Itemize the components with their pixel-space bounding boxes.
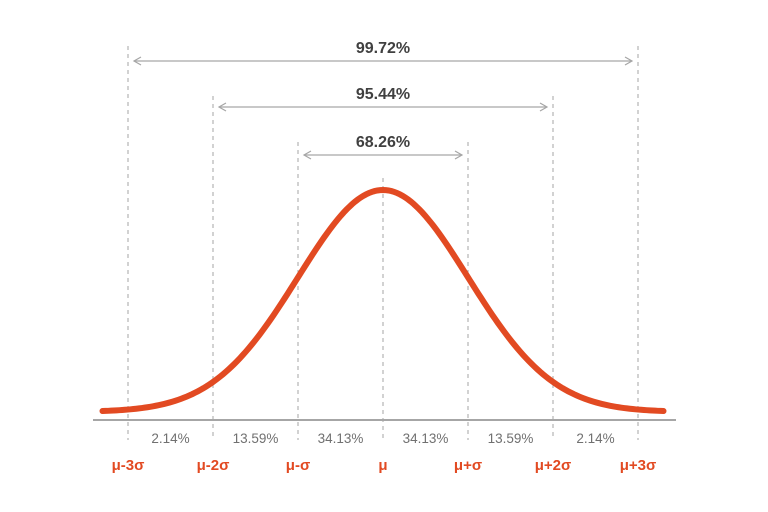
sigma-label: μ+2σ — [535, 457, 572, 474]
sigma-label: μ+3σ — [620, 457, 657, 474]
span-arrow-right — [539, 102, 549, 112]
interval-percentage: 2.14% — [576, 431, 614, 446]
span-label: 99.72% — [356, 40, 410, 57]
span-label: 68.26% — [356, 134, 410, 151]
sigma-labels: μ-3σ μ-2σ μ-σ μ μ+σ μ+2σ μ+3σ — [112, 457, 657, 474]
interval-percentage: 34.13% — [403, 431, 449, 446]
sigma-label: μ-2σ — [197, 457, 230, 474]
interval-percentage: 13.59% — [233, 431, 279, 446]
sigma-guide-lines — [127, 46, 639, 440]
span-arrow-right — [624, 56, 634, 66]
span-label: 95.44% — [356, 86, 410, 103]
interval-percentage: 2.14% — [151, 431, 189, 446]
sigma-label: μ+σ — [454, 457, 482, 474]
interval-percentage: 13.59% — [488, 431, 534, 446]
sigma-label: μ-σ — [286, 457, 310, 474]
sigma-label: μ — [378, 457, 387, 474]
span-arrow-right — [454, 150, 464, 160]
sigma-label: μ-3σ — [112, 457, 145, 474]
span-arrow-left — [217, 102, 227, 112]
span-arrow-left — [302, 150, 312, 160]
coverage-spans: 99.72% 95.44% 68.26% — [132, 40, 634, 160]
bell-curve — [99, 186, 667, 415]
interval-percentage: 34.13% — [318, 431, 364, 446]
interval-percentages: 2.14% 13.59% 34.13% 34.13% 13.59% 2.14% — [151, 431, 614, 446]
span-arrow-left — [132, 56, 142, 66]
